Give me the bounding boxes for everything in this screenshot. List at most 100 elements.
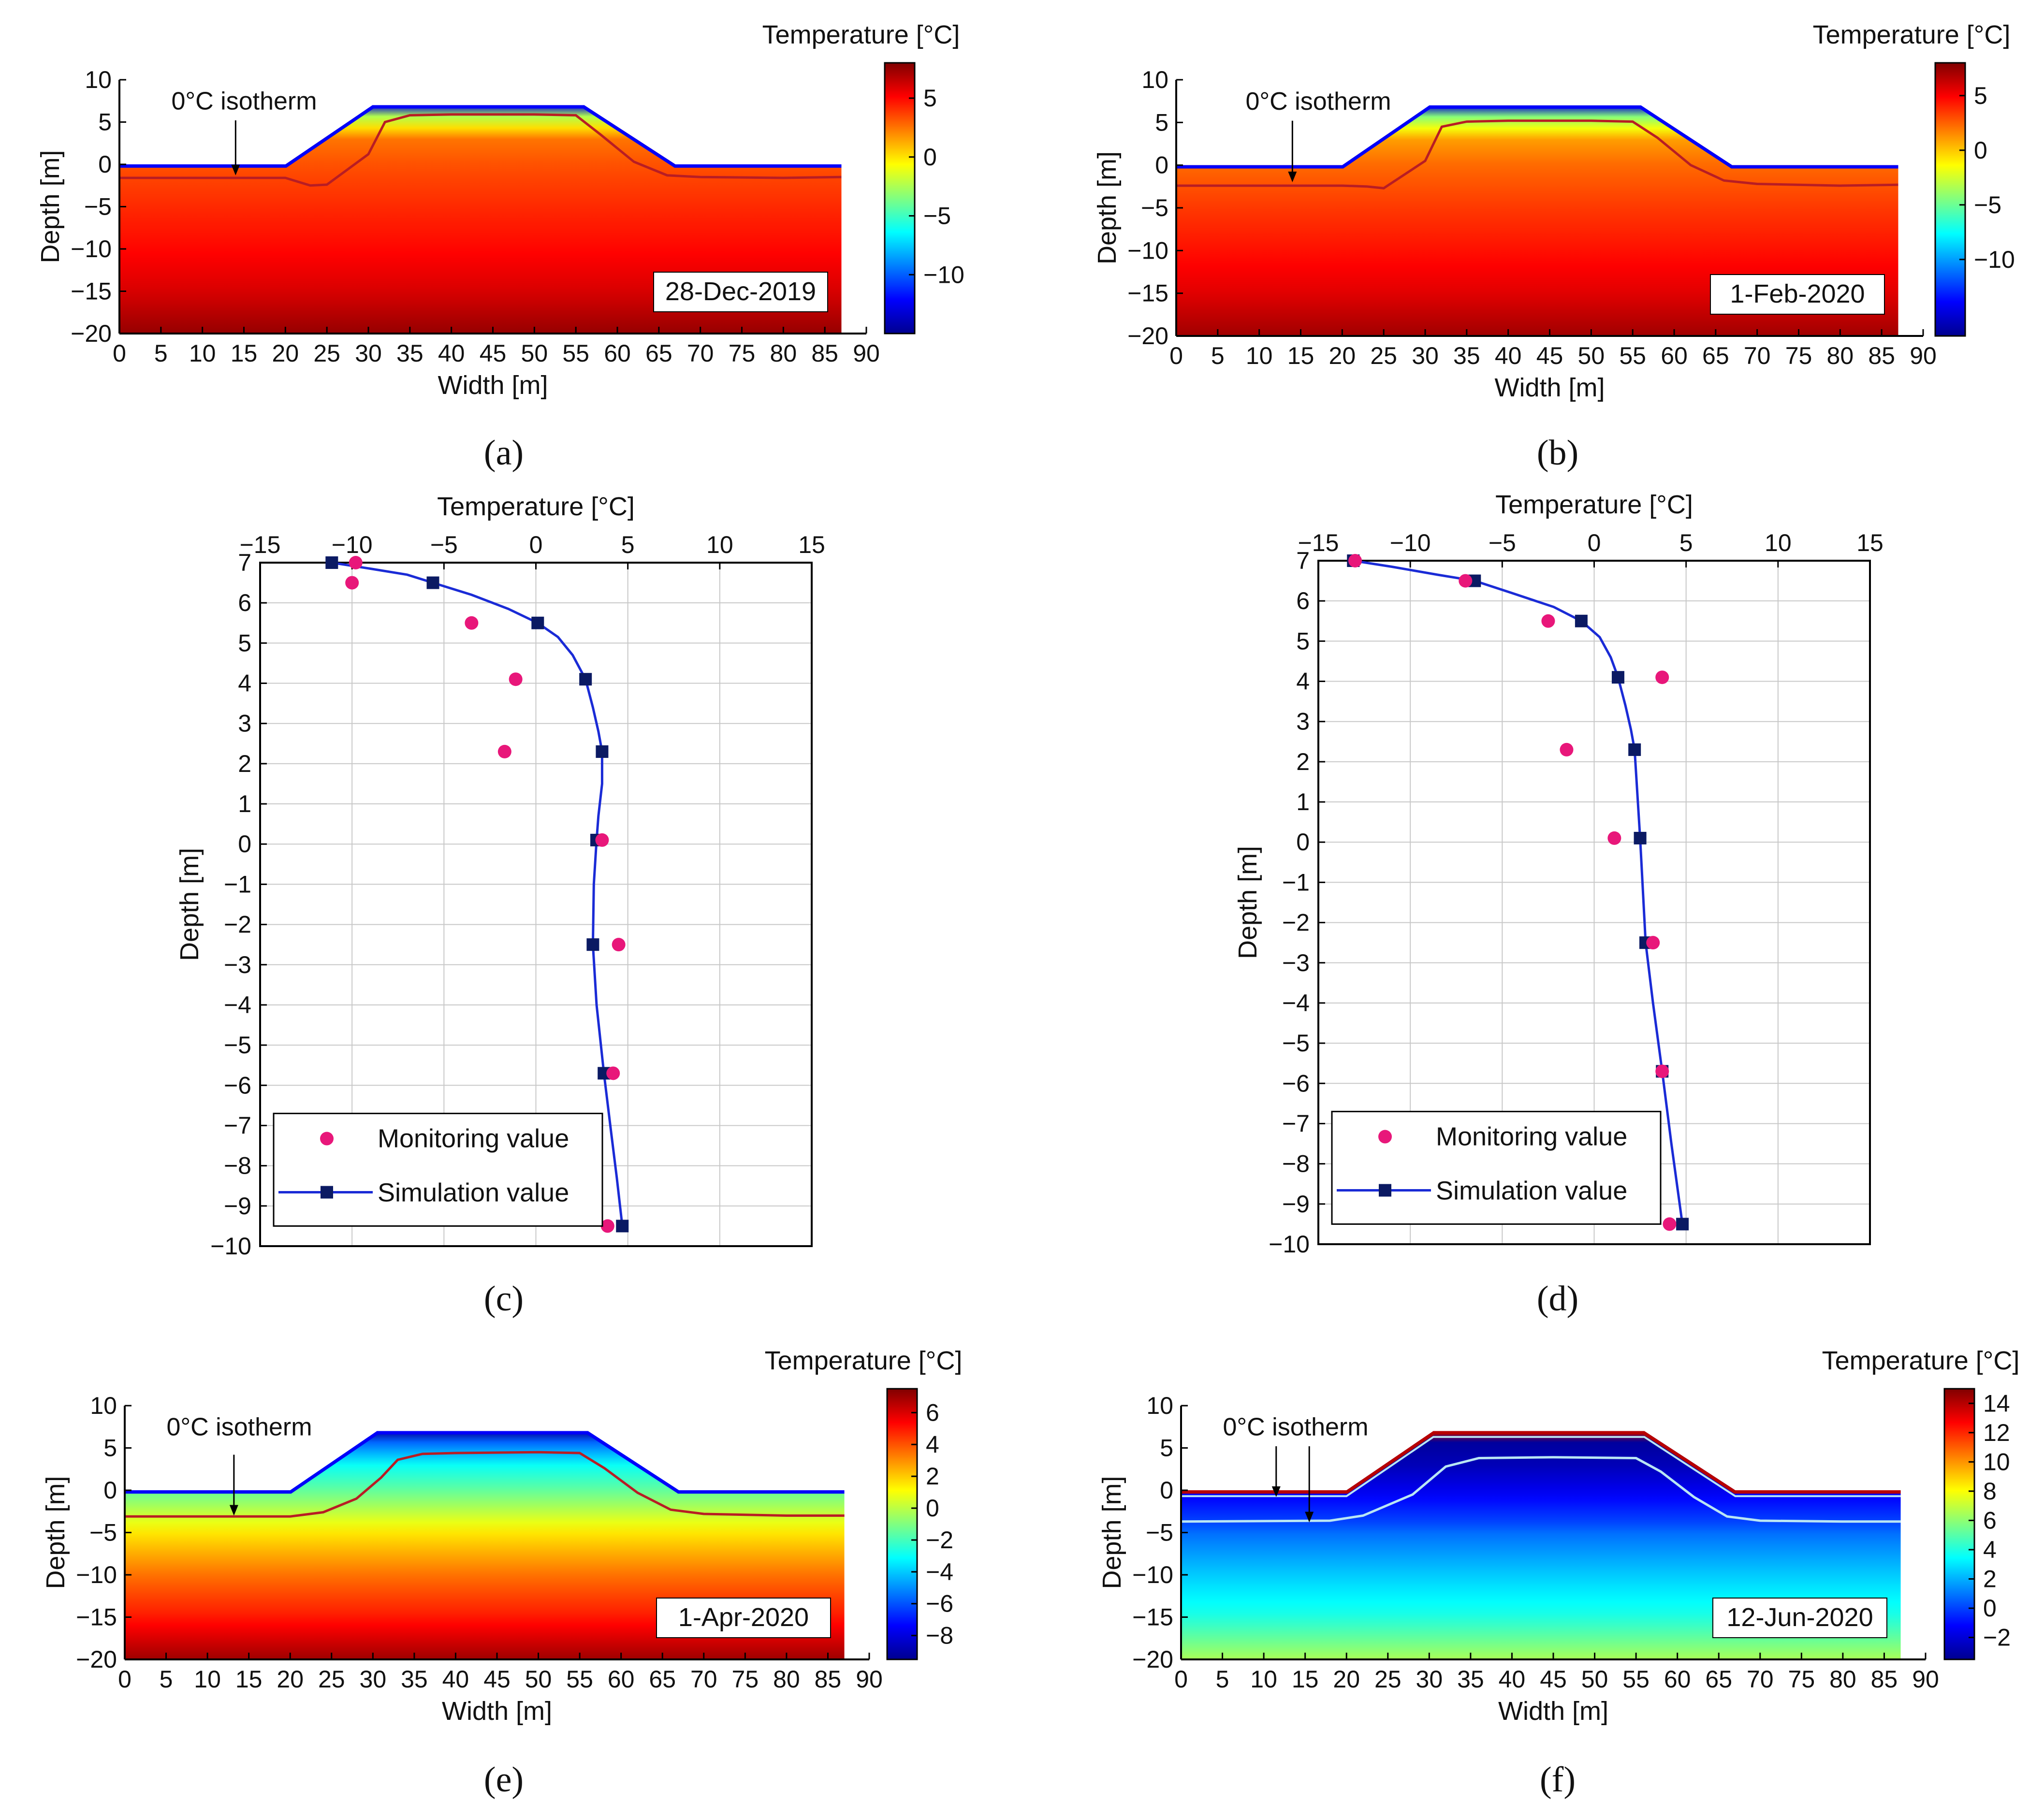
x-tick-label: 5 xyxy=(154,340,168,367)
y-tick-label: −4 xyxy=(1282,989,1310,1017)
surface-layer xyxy=(119,105,842,168)
y-tick-label: −8 xyxy=(224,1152,251,1179)
y-tick-label: −15 xyxy=(1127,280,1168,307)
x-tick-label: 90 xyxy=(1912,1666,1939,1693)
caption-f: (f) xyxy=(1540,1760,1576,1800)
x-tick-label: 90 xyxy=(853,340,880,367)
simulation-marker xyxy=(325,556,338,569)
x-tick-label: 45 xyxy=(483,1666,511,1693)
y-tick-label: 0 xyxy=(98,151,112,178)
caption-a: (a) xyxy=(484,433,524,473)
x-tick-label: 40 xyxy=(438,340,465,367)
monitoring-marker xyxy=(1541,614,1555,628)
x-tick-label: 50 xyxy=(1581,1666,1608,1693)
x-tick-label: 35 xyxy=(401,1666,428,1693)
colorbar-tick-label: 4 xyxy=(1983,1536,1997,1563)
x-tick-label: 80 xyxy=(1827,342,1854,369)
x-axis-title: Width [m] xyxy=(442,1697,552,1726)
y-axis-title: Depth [m] xyxy=(36,150,65,263)
x-tick-label: 60 xyxy=(604,340,631,367)
y-tick-label: 0 xyxy=(1160,1477,1173,1504)
y-tick-label: −5 xyxy=(1141,194,1168,221)
legend-simulation-label: Simulation value xyxy=(378,1178,569,1207)
legend-simulation-symbol xyxy=(1379,1184,1391,1197)
y-axis-title: Depth [m] xyxy=(1097,1476,1126,1589)
y-tick-label: −10 xyxy=(1132,1561,1173,1588)
y-tick-label: −9 xyxy=(1282,1191,1310,1218)
y-tick-label: −10 xyxy=(76,1561,117,1588)
x-tick-label: 80 xyxy=(1829,1666,1856,1693)
x-tick-label: 30 xyxy=(355,340,382,367)
colorbar-tick-label: −5 xyxy=(923,203,951,230)
x-tick-label: 0 xyxy=(118,1666,131,1693)
y-tick-label: 4 xyxy=(238,670,251,697)
y-tick-label: 5 xyxy=(238,629,251,656)
x-tick-label: 55 xyxy=(566,1666,593,1693)
colorbar xyxy=(1934,62,1966,337)
x-tick-label: 85 xyxy=(811,340,838,367)
x-tick-label: 75 xyxy=(732,1666,759,1693)
y-tick-label: −5 xyxy=(1146,1519,1173,1546)
y-tick-label: 10 xyxy=(1141,66,1168,93)
date-box xyxy=(653,272,828,312)
colorbar-tick-label: −2 xyxy=(926,1526,953,1554)
y-tick-label: 5 xyxy=(1160,1435,1173,1462)
caption-c: (c) xyxy=(484,1279,524,1319)
y-tick-label: −9 xyxy=(224,1192,251,1220)
x-tick-label: 15 xyxy=(231,340,258,367)
x-tick-label: 20 xyxy=(272,340,299,367)
colorbar xyxy=(1943,1388,1975,1660)
caption-b: (b) xyxy=(1537,433,1578,473)
x-tick-label: 25 xyxy=(1370,342,1397,369)
monitoring-marker xyxy=(497,744,511,758)
colorbar-tick-label: 8 xyxy=(1983,1478,1997,1505)
y-tick-label: 3 xyxy=(238,710,251,737)
x-tick-label: 55 xyxy=(1622,1666,1650,1693)
isotherm-annotation: 0°C isotherm xyxy=(166,1413,312,1441)
x-tick-label: 30 xyxy=(360,1666,387,1693)
date-box xyxy=(1710,274,1885,315)
x-tick-label: 0 xyxy=(1588,529,1601,556)
colorbar-title: Temperature [°C] xyxy=(762,20,960,49)
colorbar-tick-label: −5 xyxy=(1974,191,2001,218)
y-tick-label: −3 xyxy=(224,951,251,978)
y-tick-label: 5 xyxy=(98,109,112,136)
x-tick-label: 5 xyxy=(1679,529,1693,556)
x-tick-label: 80 xyxy=(773,1666,800,1693)
y-tick-label: 7 xyxy=(1296,547,1310,574)
x-tick-label: 45 xyxy=(480,340,507,367)
date-label: 12-Jun-2020 xyxy=(1726,1603,1873,1632)
y-axis-title: Depth [m] xyxy=(175,848,204,961)
colorbar-tick-label: −8 xyxy=(926,1622,953,1649)
y-tick-label: −3 xyxy=(1282,949,1310,976)
x-tick-label: 60 xyxy=(608,1666,635,1693)
y-tick-label: 2 xyxy=(238,750,251,777)
monitoring-marker xyxy=(600,1219,614,1233)
surface-layer xyxy=(125,1431,845,1494)
colorbar-tick-label: 2 xyxy=(1983,1566,1997,1593)
legend-monitoring-symbol xyxy=(320,1132,334,1146)
y-tick-label: 10 xyxy=(85,66,112,93)
x-tick-label: 0 xyxy=(113,340,126,367)
monitoring-marker xyxy=(1607,831,1621,845)
x-tick-label: 65 xyxy=(1702,342,1729,369)
y-tick-label: −20 xyxy=(76,1646,117,1673)
y-tick-label: 1 xyxy=(1296,788,1310,815)
y-tick-label: 4 xyxy=(1296,668,1310,695)
simulation-marker xyxy=(531,616,544,629)
surface-layer xyxy=(1176,105,1898,169)
colorbar xyxy=(886,1388,918,1660)
panel-f-temperature-field: 0 5 10 15 20 25 30 35 40 45 50 55 60 65 70 75 80 85 901050… xyxy=(1097,1346,2019,1726)
x-tick-label: 50 xyxy=(521,340,548,367)
x-tick-label: 25 xyxy=(318,1666,345,1693)
y-tick-label: −1 xyxy=(224,871,251,898)
y-tick-label: 7 xyxy=(238,549,251,576)
y-tick-label: −4 xyxy=(224,991,251,1018)
y-axis-title: Depth [m] xyxy=(1093,151,1122,264)
annotation-arrowhead xyxy=(1288,172,1297,182)
y-tick-label: −20 xyxy=(1132,1646,1173,1673)
x-tick-label: 25 xyxy=(313,340,340,367)
x-axis-title: Temperature [°C] xyxy=(1495,490,1693,519)
x-tick-label: 60 xyxy=(1661,342,1688,369)
simulation-marker xyxy=(586,938,599,951)
